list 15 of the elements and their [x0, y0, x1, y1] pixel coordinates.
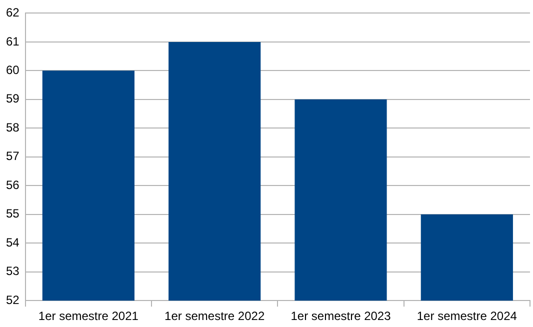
- y-tick-label: 55: [6, 206, 20, 221]
- y-tick-label: 61: [6, 34, 20, 48]
- y-tick-label: 56: [6, 178, 20, 192]
- y-tick-label: 62: [6, 6, 20, 20]
- x-tick-label: 1er semestre 2021: [38, 309, 139, 324]
- x-tick-label: 1er semestre 2023: [290, 309, 392, 324]
- y-tick-label: 53: [6, 264, 20, 278]
- y-tick-label: 58: [6, 120, 20, 134]
- y-tick-label: 59: [6, 92, 20, 106]
- y-tick-label: 60: [6, 62, 20, 77]
- x-tick-label: 1er semestre 2022: [164, 309, 265, 324]
- y-tick-label: 57: [6, 149, 20, 164]
- y-tick-label: 54: [6, 235, 20, 250]
- x-tick-label: 1er semestre 2024: [416, 309, 518, 324]
- y-tick-label: 52: [6, 292, 20, 307]
